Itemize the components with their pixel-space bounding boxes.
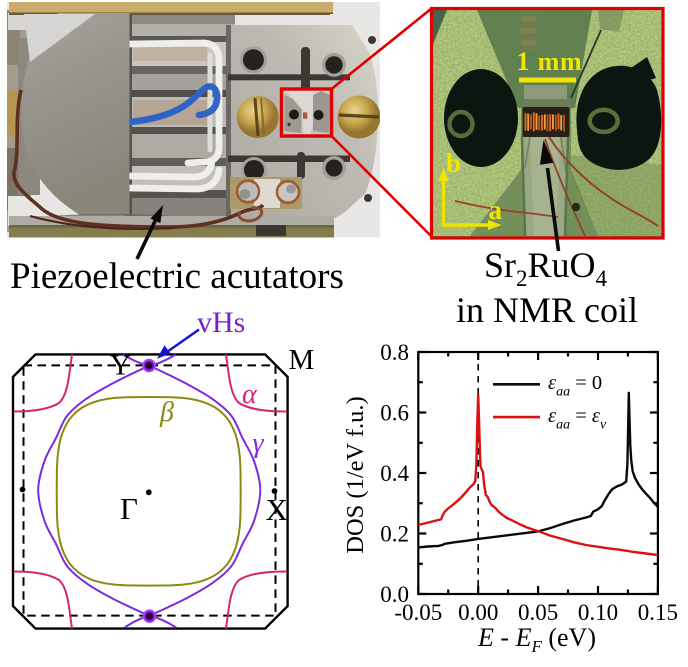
svg-text:b: b <box>446 148 461 178</box>
svg-text:0.05: 0.05 <box>518 600 558 625</box>
svg-text:εaa = 0: εaa = 0 <box>548 372 602 400</box>
svg-text:γ: γ <box>253 428 265 459</box>
svg-text:in NMR coil: in NMR coil <box>456 290 638 330</box>
svg-text:1 mm: 1 mm <box>517 47 583 76</box>
svg-text:Γ: Γ <box>120 491 138 526</box>
svg-text:0.00: 0.00 <box>458 600 498 625</box>
svg-text:0.8: 0.8 <box>380 340 409 365</box>
svg-text:a: a <box>489 195 503 225</box>
svg-text:α: α <box>242 379 258 410</box>
svg-text:0.10: 0.10 <box>578 600 618 625</box>
svg-text:Sr2RuO4: Sr2RuO4 <box>484 245 608 291</box>
svg-text:vHs: vHs <box>197 306 245 339</box>
svg-text:0.15: 0.15 <box>638 600 678 625</box>
svg-text:0.0: 0.0 <box>380 582 409 607</box>
svg-text:-0.05: -0.05 <box>394 600 442 625</box>
svg-text:β: β <box>159 397 174 428</box>
svg-text:0.6: 0.6 <box>380 401 409 426</box>
svg-text:εaa = εv: εaa = εv <box>548 405 607 433</box>
svg-text:DOS (1/eV f.u.): DOS (1/eV f.u.) <box>342 396 369 553</box>
svg-text:X: X <box>266 492 288 527</box>
svg-text:0.2: 0.2 <box>380 522 409 547</box>
svg-text:Piezoelectric acutators: Piezoelectric acutators <box>10 256 344 297</box>
svg-text:M: M <box>289 344 315 376</box>
svg-text:Y: Y <box>110 350 131 382</box>
svg-text:0.4: 0.4 <box>380 461 409 486</box>
